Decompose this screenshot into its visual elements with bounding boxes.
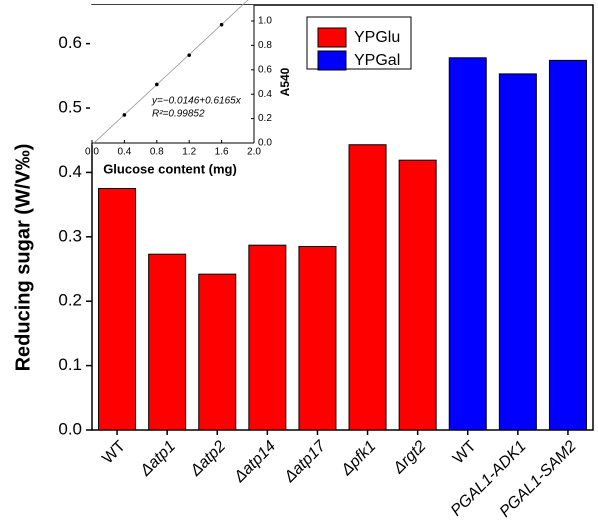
inset-x-tick-label: 0.4 xyxy=(117,147,131,158)
bar xyxy=(298,245,337,431)
x-tick-label: Δrgt2 xyxy=(390,438,430,478)
annotation: y=−0.0146+0.6165x xyxy=(151,96,242,107)
x-tick-label: Δatp1 xyxy=(137,438,179,480)
y-tick-label: 0.5 xyxy=(58,98,82,117)
inset-y-tick-label: 1.0 xyxy=(258,16,272,27)
inset-x-tick-label: 1.6 xyxy=(215,147,229,158)
legend-label: YPGal xyxy=(354,52,400,69)
legend-label: YPGlu xyxy=(354,29,400,46)
point xyxy=(155,82,159,87)
bar xyxy=(498,73,537,431)
inset-y-tick-label: 0.8 xyxy=(258,40,272,51)
x-tick-label: Δatp2 xyxy=(187,438,229,480)
x-tick-label: WT xyxy=(99,438,129,468)
inset-bg xyxy=(90,5,254,143)
point xyxy=(219,22,224,27)
bar xyxy=(548,59,587,431)
annotation: R²=0.99852 xyxy=(152,109,205,120)
bar xyxy=(148,253,187,431)
point xyxy=(187,53,191,57)
inset-x-tick-label: 0.8 xyxy=(150,147,164,158)
y-tick-label: 0.4 xyxy=(58,162,82,181)
inset-y-tick-label: 0.2 xyxy=(258,113,272,124)
bar xyxy=(98,188,137,431)
x-tick-label: Δpfk1 xyxy=(338,438,380,480)
inset-y-tick-label: 0.4 xyxy=(258,89,272,100)
x-tick-label: Δatp17 xyxy=(281,437,330,486)
inset-x-tick-label: 1.2 xyxy=(182,147,196,158)
y-tick-label: 0.6 xyxy=(58,33,82,52)
plot-frame xyxy=(91,4,594,431)
fit-line xyxy=(91,0,249,146)
bar xyxy=(198,273,237,431)
inset-y-label: A540 xyxy=(278,67,292,96)
inset-x-label: Glucose content (mg) xyxy=(103,161,237,176)
bar xyxy=(348,144,387,431)
y-tick-label: 0.0 xyxy=(58,419,82,438)
y-tick-label: 0.2 xyxy=(58,291,82,310)
point xyxy=(122,113,127,117)
legend-swatch xyxy=(317,50,347,71)
inset-x-tick-label: 0.0 xyxy=(85,147,99,158)
y-tick-label: 0.1 xyxy=(58,355,82,374)
legend-swatch xyxy=(317,27,347,48)
x-tick-label: WT xyxy=(450,438,480,468)
x-tick-label: Δatp14 xyxy=(231,438,280,487)
bar xyxy=(448,57,487,431)
inset-x-tick-label: 2.0 xyxy=(247,147,261,158)
bar xyxy=(398,159,437,431)
y-axis-label: Reducing sugar (W/V‰) xyxy=(12,144,34,372)
bar xyxy=(248,244,287,431)
inset-y-tick-label: 0.0 xyxy=(258,138,272,149)
inset-y-tick-label: 0.6 xyxy=(258,64,272,75)
y-tick-label: 0.3 xyxy=(58,226,82,245)
